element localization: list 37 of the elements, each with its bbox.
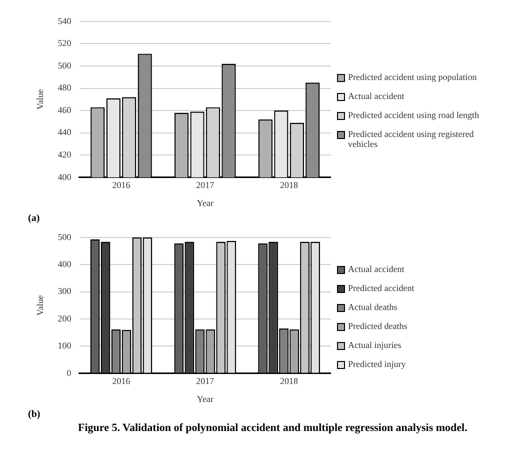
legend-label: Actual injuries [348,340,402,350]
legend-label: Predicted accident using road length [348,110,479,120]
x-axis-title: Year [196,394,214,404]
y-tick-label: 500 [58,60,72,70]
y-axis-title: Value [34,89,45,110]
y-tick-label: 200 [58,313,72,324]
y-tick-label: 300 [58,286,72,296]
y-tick-label: 400 [58,258,72,269]
x-tick-label: 2016 [112,180,131,190]
legend-label: Predicted accident [348,283,414,293]
y-tick-label: 400 [58,172,72,182]
legend-label: Predicted injury [348,359,406,369]
y-tick-label: 440 [58,127,72,138]
x-tick-label: 2016 [112,376,131,386]
y-tick-label: 520 [58,38,72,48]
legend-label: Actual deaths [348,302,398,312]
y-tick-label: 540 [58,16,72,26]
y-tick-label: 500 [58,232,72,242]
x-tick-label: 2017 [196,376,215,386]
x-axis-title: Year [196,198,214,208]
x-tick-label: 2017 [196,180,215,190]
x-tick-label: 2018 [280,376,299,386]
y-tick-label: 460 [58,104,72,115]
caption: Figure 5. Validation of polynomial accident and multiple regression analysis model. [78,422,468,434]
text: (a) [28,213,41,224]
y-tick-label: 480 [58,82,72,93]
y-tick-label: 100 [58,340,72,351]
text: (b) [28,409,42,420]
y-tick-label: 0 [66,368,72,378]
legend-label: Predicted deaths [348,321,408,331]
legend-label: Actual accident [348,91,404,101]
legend-label: Predicted accident using population [348,72,477,82]
y-axis-title: Value [34,295,45,316]
legend-label: Actual accident [348,264,404,274]
legend-label: Predicted accident using registered vehicles [348,129,475,149]
y-tick-label: 420 [58,149,72,160]
x-tick-label: 2018 [280,180,299,190]
